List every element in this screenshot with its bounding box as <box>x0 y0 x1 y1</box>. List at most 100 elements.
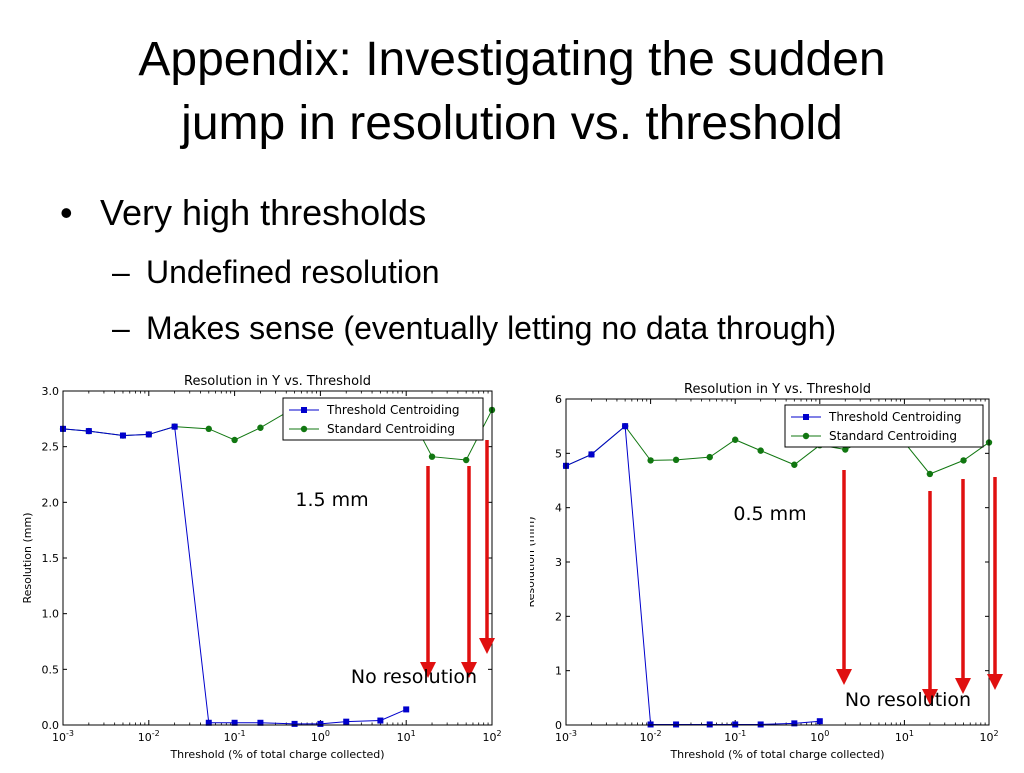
threshold-point <box>343 718 350 725</box>
standard-point <box>757 447 764 454</box>
y-tick-label: 0.0 <box>42 719 60 732</box>
y-tick-label: 2.5 <box>42 441 60 454</box>
threshold-point <box>732 721 739 728</box>
x-tick-label: 101 <box>895 729 914 744</box>
threshold-point <box>257 719 264 726</box>
threshold-point <box>171 423 178 430</box>
y-tick-label: 0 <box>555 719 562 732</box>
y-axis-label: Resolution (mm) <box>530 517 537 608</box>
threshold-point <box>377 717 384 724</box>
x-tick-label: 10-2 <box>640 729 662 744</box>
threshold-point <box>403 706 410 713</box>
legend-marker-threshold <box>803 414 809 420</box>
x-tick-label: 10-3 <box>555 729 577 744</box>
bullet-list: • Very high thresholds – Undefined resol… <box>60 188 1000 350</box>
threshold-point <box>119 432 126 439</box>
threshold-point <box>673 721 680 728</box>
y-axis-label: Resolution (mm) <box>21 513 34 604</box>
chart-right: Resolution in Y vs. Threshold Threshold (… <box>524 370 1020 773</box>
annotation-no-resolution: No resolution <box>351 666 477 688</box>
y-tick-label: 1 <box>555 665 562 678</box>
threshold-point <box>85 428 92 435</box>
standard-point <box>706 453 713 461</box>
y-tick-label: 3.0 <box>42 385 60 398</box>
y-tick-label: 2 <box>555 610 562 623</box>
bullet-text: Very high thresholds <box>100 192 427 233</box>
y-tick-label: 5 <box>555 447 562 460</box>
legend-box <box>784 404 984 448</box>
title-line-1: Appendix: Investigating the sudden <box>138 33 886 86</box>
standard-point <box>647 457 654 464</box>
y-tick-label: 2.0 <box>42 496 60 509</box>
legend-marker-standard <box>300 425 308 433</box>
sub-bullet-text: Makes sense (eventually letting no data … <box>146 310 837 346</box>
threshold-point <box>205 719 212 726</box>
standard-point <box>672 456 680 464</box>
threshold-point <box>588 451 595 458</box>
chart-left-svg: Resolution in Y vs. Threshold Threshold (… <box>21 374 502 761</box>
standard-point <box>926 470 934 478</box>
red-arrow-head <box>836 669 852 685</box>
y-tick-label: 0.5 <box>42 663 60 676</box>
standard-series-line <box>565 425 990 475</box>
red-arrow-head <box>420 662 436 678</box>
x-tick-label: 10-1 <box>724 729 746 744</box>
legend-label-threshold: Threshold Centroiding <box>326 403 460 417</box>
y-tick-label: 4 <box>555 502 562 515</box>
chart-right-svg: Resolution in Y vs. Threshold Threshold (… <box>524 382 1003 761</box>
annotation-mm-value: 1.5 mm <box>295 489 368 511</box>
plot-frame <box>62 390 493 726</box>
red-arrow-head <box>955 678 971 694</box>
chart-title: Resolution in Y vs. Threshold <box>184 374 371 389</box>
x-axis-label: Threshold (% of total charge collected) <box>169 748 384 761</box>
x-tick-label: 102 <box>482 729 501 744</box>
title-line-2: jump in resolution vs. threshold <box>181 97 843 150</box>
red-arrow-head <box>987 674 1003 690</box>
y-tick-label: 6 <box>555 393 562 406</box>
legend-label-threshold: Threshold Centroiding <box>828 410 962 424</box>
x-axis-label: Threshold (% of total charge collected) <box>669 748 884 761</box>
standard-point <box>462 456 470 464</box>
annotation-mm-value: 0.5 mm <box>733 503 806 525</box>
legend-box <box>282 397 484 441</box>
threshold-series-line <box>565 425 820 725</box>
legend-label-standard: Standard Centroiding <box>327 422 455 436</box>
standard-point <box>231 436 238 444</box>
threshold-point <box>622 423 629 430</box>
threshold-point <box>145 431 152 438</box>
sub-bullet-makes-sense: – Makes sense (eventually letting no dat… <box>60 306 1000 350</box>
annotation-no-resolution: No resolution <box>845 689 971 711</box>
x-tick-label: 100 <box>810 729 829 744</box>
bullet-dot: • <box>60 192 73 233</box>
x-tick-label: 10-3 <box>52 729 74 744</box>
threshold-point <box>816 718 823 725</box>
red-arrow-head <box>922 689 938 705</box>
threshold-point <box>791 720 798 727</box>
x-tick-label: 10-1 <box>224 729 246 744</box>
legend-marker-standard <box>802 432 810 440</box>
threshold-point <box>231 719 238 726</box>
threshold-point <box>757 721 764 728</box>
y-tick-label: 3 <box>555 556 562 569</box>
legend-marker-threshold <box>301 407 307 413</box>
bullet-very-high-thresholds: • Very high thresholds <box>60 188 1000 238</box>
threshold-point <box>317 720 324 727</box>
x-tick-label: 100 <box>311 729 330 744</box>
standard-point <box>732 436 739 443</box>
chart-left: Resolution in Y vs. Threshold Threshold (… <box>0 370 510 773</box>
sub-bullet-dash: – <box>112 254 130 290</box>
red-arrow-head <box>479 638 495 654</box>
standard-point <box>960 457 967 464</box>
y-tick-label: 1.5 <box>42 552 60 565</box>
standard-point <box>205 425 212 433</box>
slide-title: Appendix: Investigating the sudden jump … <box>40 28 984 156</box>
x-tick-label: 10-2 <box>138 729 160 744</box>
threshold-point <box>291 720 298 727</box>
y-tick-label: 1.0 <box>42 608 60 621</box>
standard-point <box>428 453 436 460</box>
threshold-point <box>647 721 654 728</box>
x-tick-label: 102 <box>979 729 998 744</box>
threshold-point <box>706 721 713 728</box>
standard-point <box>791 461 798 468</box>
standard-point <box>257 424 264 431</box>
